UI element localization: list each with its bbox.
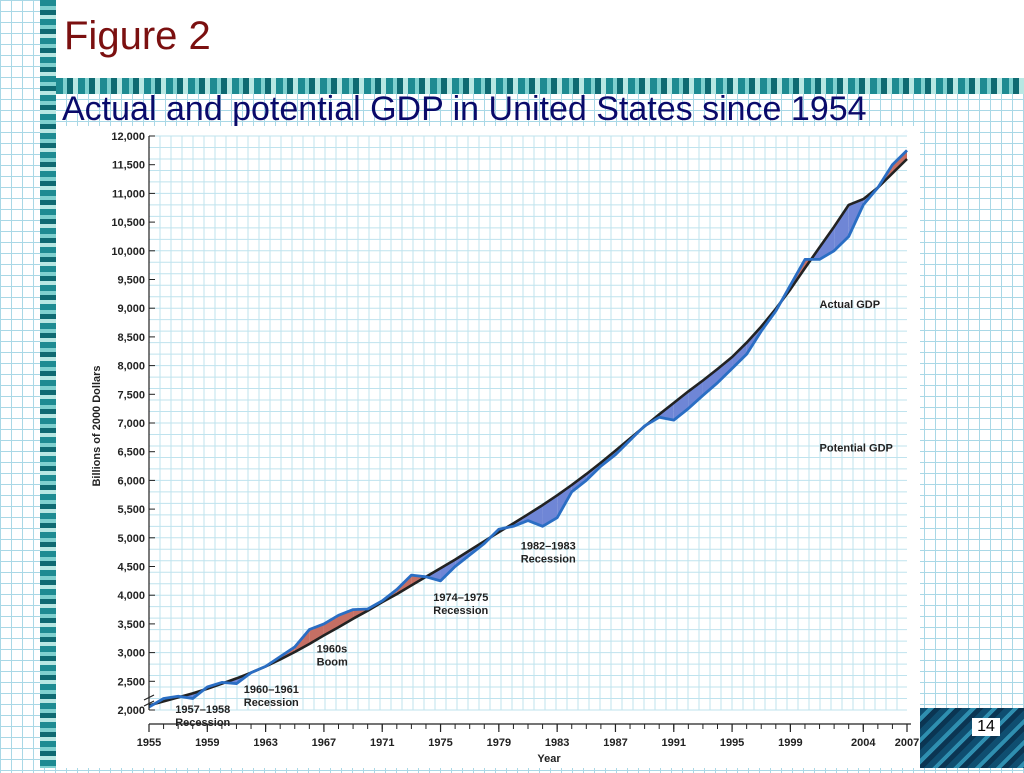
x-tick-label: 1991 bbox=[662, 737, 686, 749]
y-tick-labels: 2,000 2,500 3,000 3,500 4,000 4,500 5,000 5,500… bbox=[111, 131, 145, 717]
y-tick-label: 7,000 bbox=[117, 418, 145, 430]
gdp-chart: 2,000 2,500 3,000 3,500 4,000 4,500 5,000 5,500… bbox=[91, 131, 919, 765]
annotation-line: 1957–1958 bbox=[175, 704, 230, 716]
y-tick-label: 6,000 bbox=[117, 475, 145, 487]
chart-annotation: 1982–1983 Recession bbox=[521, 540, 576, 565]
y-tick-label: 8,000 bbox=[117, 361, 145, 373]
annotation-line: Recession bbox=[521, 553, 576, 565]
chart-annotation: Potential GDP bbox=[820, 443, 893, 455]
slide-title: Figure 2 bbox=[64, 14, 211, 58]
potential-gdp-line bbox=[148, 158, 908, 707]
gap-fill bbox=[702, 369, 718, 396]
y-tick-label: 5,000 bbox=[117, 533, 145, 545]
y-tick-label: 5,500 bbox=[117, 504, 145, 516]
axis-break-mark bbox=[143, 694, 155, 707]
y-tick-label: 4,500 bbox=[117, 562, 145, 574]
chart-annotation: Actual GDP bbox=[820, 299, 881, 311]
x-tick-labels: 1955 1959 1963 1967 1971 1975 1979 1983 1987 1991… bbox=[137, 737, 919, 749]
x-tick-label: 2004 bbox=[851, 737, 876, 749]
y-tick-label: 2,000 bbox=[117, 705, 145, 717]
annotation-line: Boom bbox=[317, 657, 348, 669]
x-tick-label: 1979 bbox=[487, 737, 511, 749]
chart-container: 2,000 2,500 3,000 3,500 4,000 4,500 5,000 5,500… bbox=[56, 126, 920, 768]
y-tick-label: 11,000 bbox=[112, 188, 145, 200]
y-tick-label: 6,500 bbox=[117, 447, 145, 459]
annotation-line: Recession bbox=[433, 605, 488, 617]
corner-decor bbox=[920, 708, 1024, 768]
x-tick-label: 1995 bbox=[720, 737, 744, 749]
y-tick-label: 7,500 bbox=[117, 389, 145, 401]
x-tick-label: 1987 bbox=[603, 737, 627, 749]
annotation-line: 1974–1975 bbox=[433, 592, 488, 604]
slide-subtitle: Actual and potential GDP in United State… bbox=[62, 90, 867, 128]
gap-fill bbox=[732, 342, 747, 369]
y-tick-label: 10,000 bbox=[111, 246, 145, 258]
chart-grid bbox=[148, 135, 907, 711]
x-tick-label: 1983 bbox=[545, 737, 569, 749]
page-number: 14 bbox=[972, 718, 1000, 736]
gap-fill bbox=[673, 391, 689, 421]
y-tick-label: 3,500 bbox=[117, 619, 145, 631]
y-tick-label: 11,500 bbox=[112, 160, 145, 172]
gap-fill bbox=[892, 150, 907, 174]
y-axis-label: Billions of 2000 Dollars bbox=[91, 365, 103, 486]
gap-fill bbox=[323, 615, 339, 636]
y-tick-label: 4,000 bbox=[117, 590, 145, 602]
y-tick-label: 9,000 bbox=[117, 303, 145, 315]
chart-axes bbox=[143, 135, 911, 732]
y-tick-label: 10,500 bbox=[111, 217, 145, 229]
annotation-line: Recession bbox=[175, 717, 230, 729]
y-tick-label: 8,500 bbox=[117, 332, 145, 344]
annotation-line: 1960–1961 bbox=[244, 684, 299, 696]
actual-gdp-line bbox=[148, 149, 908, 709]
gap-fill bbox=[717, 356, 733, 383]
x-axis-label: Year bbox=[537, 753, 561, 765]
gap-fills bbox=[149, 150, 907, 708]
y-tick-label: 9,500 bbox=[117, 275, 145, 287]
x-tick-label: 1999 bbox=[778, 737, 802, 749]
annotation-line: 1982–1983 bbox=[521, 540, 576, 552]
top-decor-band bbox=[56, 78, 1024, 94]
chart-annotation: 1974–1975 Recession bbox=[433, 592, 488, 617]
x-tick-label: 1967 bbox=[312, 737, 336, 749]
x-tick-label: 1963 bbox=[253, 737, 277, 749]
y-tick-label: 2,500 bbox=[117, 676, 145, 688]
y-tick-label: 3,000 bbox=[117, 648, 145, 660]
annotation-line: 1960s bbox=[317, 644, 348, 656]
left-decor-strip bbox=[40, 0, 56, 768]
chart-annotation: 1960–1961 Recession bbox=[244, 684, 299, 709]
x-tick-label: 1975 bbox=[428, 737, 452, 749]
annotation-line: Actual GDP bbox=[820, 299, 881, 311]
x-tick-label: 1955 bbox=[137, 737, 161, 749]
gap-fill bbox=[688, 380, 703, 409]
x-tick-label: 2007 bbox=[895, 737, 919, 749]
x-tick-label: 1971 bbox=[370, 737, 394, 749]
y-tick-label: 12,000 bbox=[111, 131, 145, 143]
title-area bbox=[56, 0, 1024, 78]
gap-fill bbox=[819, 226, 835, 260]
chart-annotation: 1960s Boom bbox=[317, 644, 348, 669]
series-lines bbox=[148, 149, 908, 709]
chart-annotation: 1957–1958 Recession bbox=[175, 704, 230, 729]
annotation-line: Recession bbox=[244, 697, 299, 709]
x-tick-label: 1959 bbox=[195, 737, 219, 749]
annotation-line: Potential GDP bbox=[820, 443, 893, 455]
